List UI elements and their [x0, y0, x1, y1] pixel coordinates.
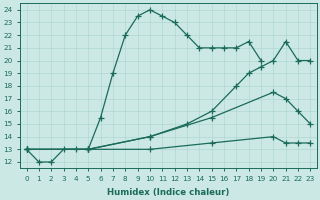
- X-axis label: Humidex (Indice chaleur): Humidex (Indice chaleur): [107, 188, 230, 197]
